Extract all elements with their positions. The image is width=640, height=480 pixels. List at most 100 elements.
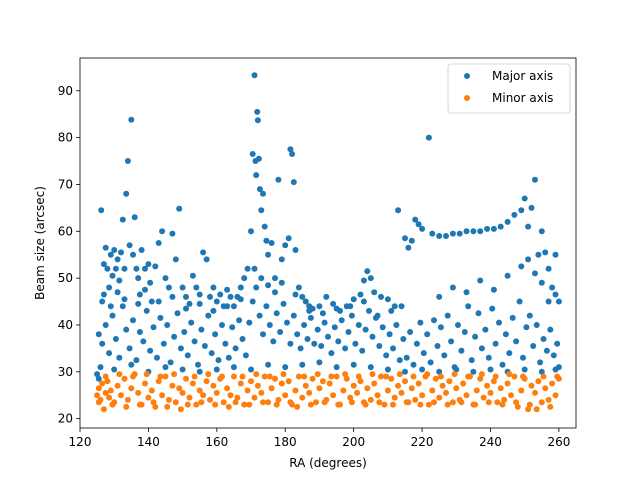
data-point-major-axis [254, 117, 261, 124]
data-point-major-axis [140, 338, 147, 345]
data-point-minor-axis [520, 373, 526, 380]
data-point-major-axis [292, 247, 299, 253]
data-point-major-axis [333, 364, 340, 371]
data-point-major-axis [249, 151, 256, 157]
series-minor-axis [94, 371, 562, 413]
data-point-major-axis [453, 366, 460, 373]
data-point-major-axis [157, 314, 164, 321]
data-point-major-axis [342, 345, 349, 352]
data-point-major-axis [369, 333, 376, 340]
data-point-major-axis [272, 275, 278, 282]
data-point-minor-axis [417, 401, 424, 408]
data-point-minor-axis [171, 371, 178, 378]
data-point-major-axis [357, 291, 364, 298]
data-point-major-axis [230, 364, 237, 371]
data-point-major-axis [316, 359, 323, 366]
data-point-minor-axis [371, 380, 378, 387]
data-point-major-axis [213, 298, 220, 305]
data-point-minor-axis [314, 371, 321, 378]
data-point-major-axis [359, 347, 366, 354]
data-point-major-axis [278, 279, 285, 286]
x-tick-label: 260 [547, 435, 570, 449]
data-point-major-axis [436, 368, 443, 375]
data-point-major-axis [256, 312, 263, 319]
data-point-major-axis [118, 249, 124, 256]
data-point-major-axis [374, 312, 381, 319]
data-point-major-axis [112, 336, 119, 342]
data-point-major-axis [347, 303, 354, 310]
data-point-major-axis [295, 284, 302, 291]
data-point-minor-axis [179, 389, 186, 396]
data-point-minor-axis [219, 373, 225, 380]
x-tick-label: 200 [342, 435, 365, 449]
data-point-minor-axis [193, 401, 200, 408]
data-point-minor-axis [189, 380, 196, 387]
data-point-minor-axis [374, 392, 381, 399]
data-point-major-axis [484, 225, 491, 232]
x-tick-label: 140 [137, 435, 160, 449]
data-point-minor-axis [328, 373, 335, 380]
data-point-minor-axis [355, 373, 362, 380]
data-point-major-axis [205, 312, 212, 319]
data-point-minor-axis [299, 394, 306, 401]
data-point-minor-axis [237, 380, 244, 387]
data-point-major-axis [525, 256, 532, 263]
data-point-minor-axis [384, 387, 391, 394]
data-point-minor-axis [248, 378, 254, 385]
legend-label-major-axis: Major axis [492, 69, 553, 83]
data-point-major-axis [155, 298, 162, 305]
data-point-major-axis [195, 361, 201, 368]
data-point-minor-axis [164, 403, 171, 410]
data-point-major-axis [210, 307, 217, 314]
data-point-minor-axis [412, 396, 419, 403]
data-point-major-axis [219, 322, 225, 328]
data-point-minor-axis [109, 401, 116, 408]
data-point-minor-axis [480, 394, 487, 401]
data-point-major-axis [154, 354, 160, 361]
data-point-major-axis [179, 366, 186, 373]
data-point-minor-axis [533, 406, 540, 413]
data-point-major-axis [545, 298, 552, 305]
data-point-minor-axis [213, 389, 220, 396]
data-point-major-axis [169, 230, 176, 237]
data-point-major-axis [319, 310, 326, 317]
data-point-major-axis [282, 364, 289, 371]
data-point-major-axis [162, 275, 169, 282]
data-point-minor-axis [424, 371, 431, 378]
data-point-major-axis [186, 300, 193, 307]
data-point-major-axis [249, 298, 256, 305]
data-point-major-axis [393, 322, 400, 328]
data-point-minor-axis [306, 389, 313, 396]
data-point-major-axis [355, 322, 362, 328]
data-point-minor-axis [403, 399, 410, 406]
data-point-major-axis [119, 303, 126, 310]
data-point-major-axis [376, 343, 383, 349]
y-tick-label: 30 [58, 365, 73, 379]
data-point-minor-axis [446, 378, 453, 385]
data-point-major-axis [258, 275, 265, 282]
data-point-minor-axis [511, 373, 518, 380]
data-point-minor-axis [227, 392, 234, 399]
data-point-minor-axis [388, 375, 395, 382]
data-point-minor-axis [210, 382, 217, 389]
data-point-major-axis [415, 221, 422, 228]
data-point-minor-axis [295, 373, 302, 380]
data-point-minor-axis [432, 375, 439, 382]
data-point-major-axis [143, 307, 150, 314]
data-point-minor-axis [116, 371, 123, 378]
data-point-major-axis [260, 190, 266, 197]
data-point-minor-axis [340, 387, 347, 394]
data-point-minor-axis [316, 385, 323, 392]
data-point-major-axis [307, 314, 314, 321]
data-point-minor-axis [525, 406, 532, 413]
data-point-major-axis [135, 300, 142, 307]
data-point-major-axis [225, 354, 232, 361]
data-point-minor-axis [157, 373, 164, 380]
data-point-major-axis [160, 340, 167, 347]
data-point-minor-axis [542, 385, 549, 392]
data-point-major-axis [360, 298, 367, 305]
data-point-major-axis [475, 310, 482, 317]
data-point-minor-axis [183, 375, 189, 382]
data-point-major-axis [290, 312, 297, 319]
data-point-major-axis [100, 261, 107, 268]
